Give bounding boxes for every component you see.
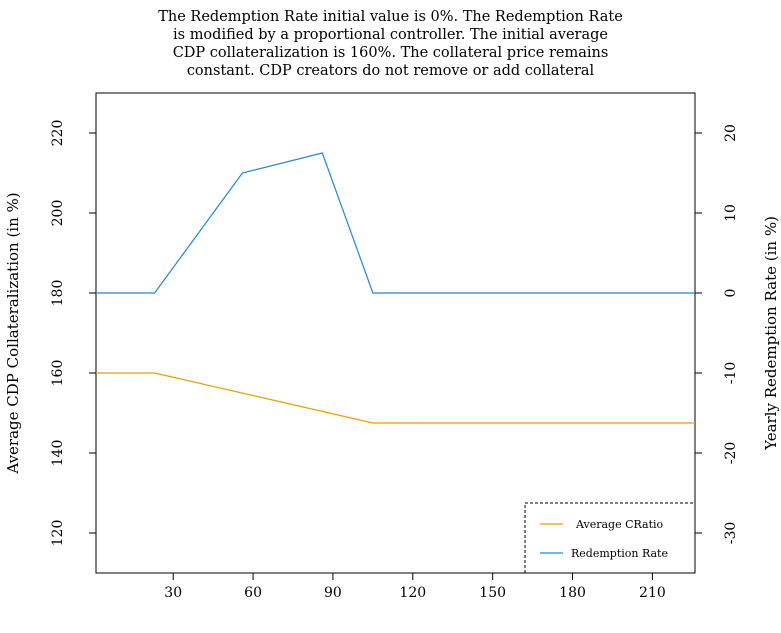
y-left-tick-label: 180 <box>50 280 66 307</box>
legend-label-redemption: Redemption Rate <box>571 547 668 560</box>
y-right-tick-label: 10 <box>723 204 739 222</box>
x-tick-label: 150 <box>479 585 506 601</box>
legend: Average CRatio Redemption Rate <box>524 502 696 574</box>
title-line: constant. CDP creators do not remove or … <box>186 63 595 79</box>
chart-title: The Redemption Rate initial value is 0%.… <box>0 8 781 80</box>
x-tick-label: 180 <box>559 585 586 601</box>
title-line: is modified by a proportional controller… <box>173 27 608 43</box>
y-left-tick-label: 120 <box>50 520 66 547</box>
x-tick-label: 120 <box>399 585 426 601</box>
x-tick-label: 90 <box>324 585 342 601</box>
series-line-cratio <box>96 372 695 424</box>
y-right-tick-label: 0 <box>723 289 739 298</box>
series-layer <box>96 152 695 424</box>
x-tick-label: 60 <box>244 585 262 601</box>
y-right-tick-label: -10 <box>723 362 739 385</box>
y-right-tick-label: -30 <box>723 522 739 545</box>
series-line-redemption <box>96 152 695 294</box>
y-axis-right-label: Yearly Redemption Rate (in %) <box>762 216 780 451</box>
y-left-tick-label: 140 <box>50 440 66 467</box>
y-left-tick-label: 160 <box>50 360 66 387</box>
y-right-tick-label: 20 <box>723 124 739 142</box>
plot-frame <box>95 92 696 574</box>
y-left-tick-label: 200 <box>50 200 66 227</box>
y-axis-left-label: Average CDP Collateralization (in %) <box>4 192 22 474</box>
x-tick-label: 30 <box>164 585 182 601</box>
legend-label-cratio: Average CRatio <box>575 518 664 531</box>
y-left-tick-label: 220 <box>50 120 66 147</box>
y-right-tick-label: -20 <box>723 442 739 465</box>
y-axis-left: 120 140 160 180 200 220 <box>50 120 96 547</box>
x-axis: 30 60 90 120 150 180 210 <box>164 573 666 601</box>
y-axis-right: -30 -20 -10 0 10 20 <box>695 124 739 544</box>
legend-box <box>524 502 696 574</box>
x-tick-label: 210 <box>639 585 666 601</box>
title-line: CDP collateralization is 160%. The colla… <box>172 45 609 61</box>
title-line: The Redemption Rate initial value is 0%.… <box>158 9 623 25</box>
